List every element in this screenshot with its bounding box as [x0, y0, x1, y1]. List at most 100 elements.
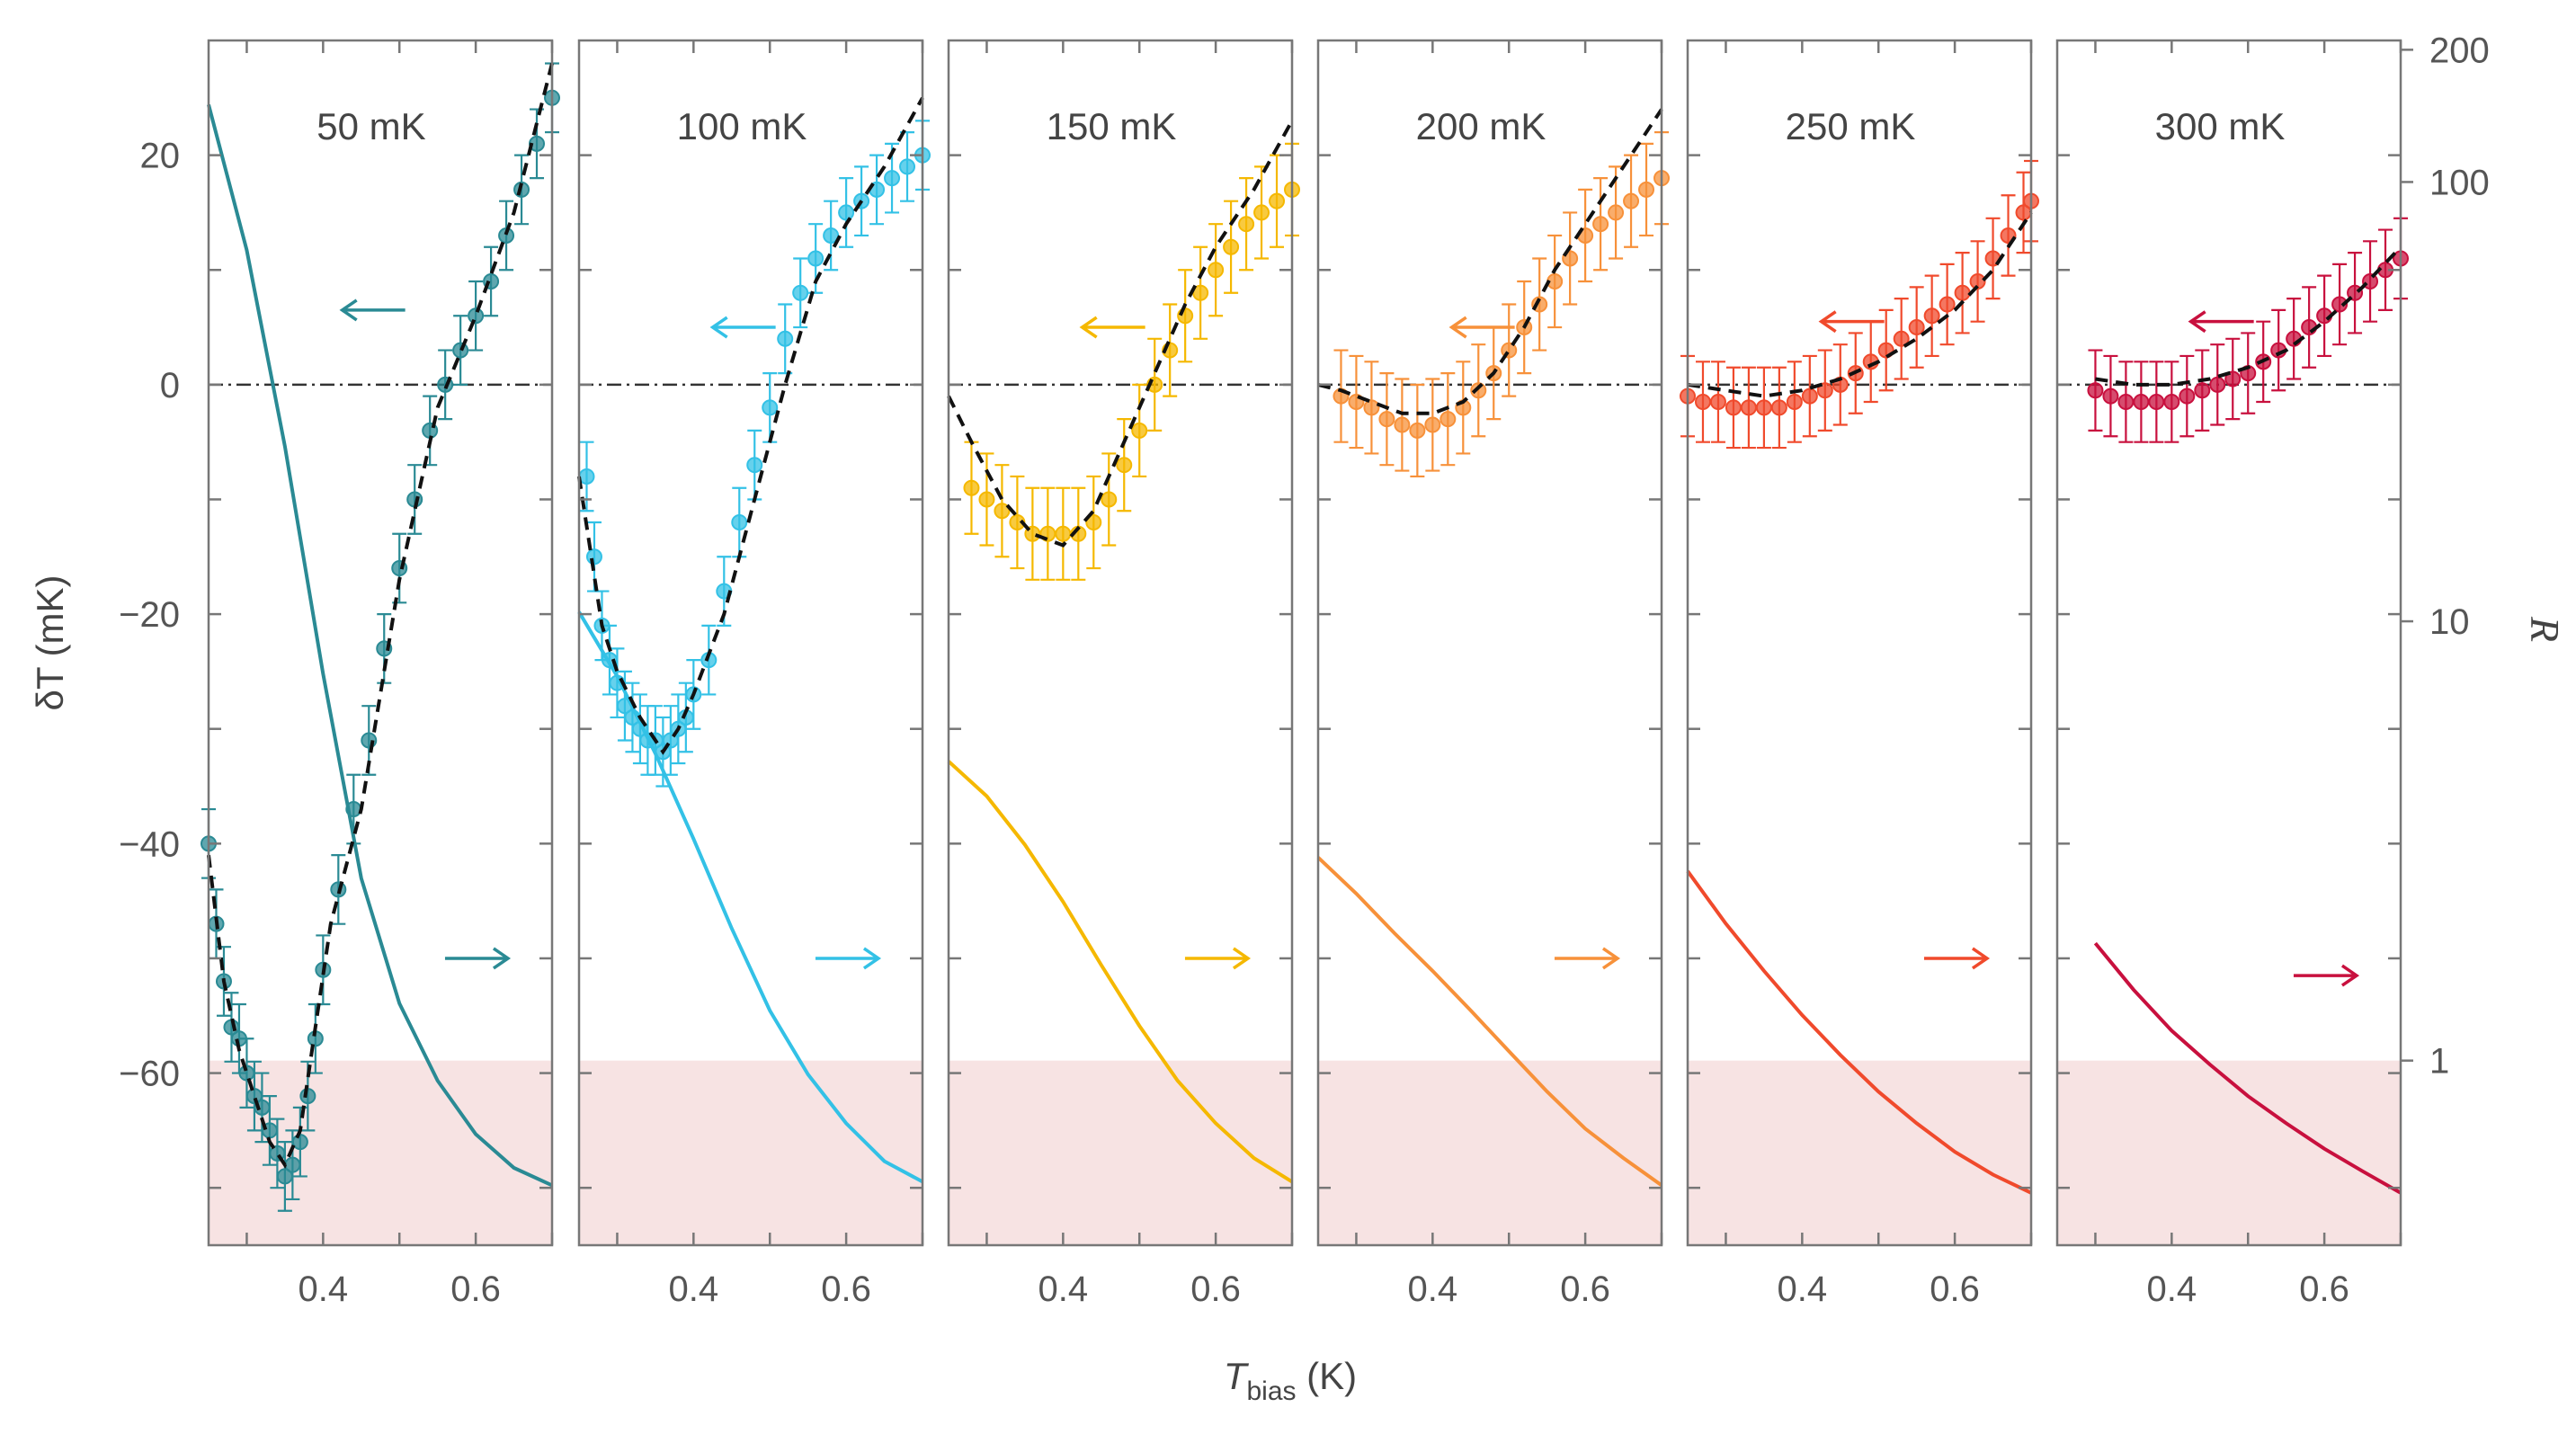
data-point — [1638, 181, 1655, 198]
data-point — [1116, 457, 1133, 474]
x-tick-label: 0.6 — [821, 1269, 871, 1309]
left-arrow-head — [709, 316, 728, 339]
y-left-tick-label: −60 — [119, 1055, 180, 1094]
data-point — [1470, 382, 1487, 399]
data-point — [838, 204, 855, 221]
data-point — [963, 479, 980, 496]
shaded-region — [579, 1060, 923, 1245]
fit-line — [947, 120, 1294, 548]
x-tick-label: 0.4 — [669, 1269, 719, 1309]
data-point — [452, 342, 469, 359]
panel-frame — [577, 39, 924, 1247]
r-curve — [207, 103, 553, 1188]
x-tick-label: 0.6 — [1190, 1269, 1241, 1309]
data-point — [1725, 399, 1742, 416]
x-axis-label-unit: (K) — [1297, 1355, 1358, 1397]
y-left-tick-label: 20 — [140, 137, 181, 176]
left-arrow-head — [1818, 310, 1837, 334]
data-point — [2163, 394, 2180, 410]
data-point — [1378, 411, 1395, 428]
data-point — [1363, 399, 1380, 416]
x-axis-label: Tbias (K) — [1224, 1355, 1357, 1406]
data-point — [1208, 262, 1225, 279]
panel-6: 0.4 0.6 300 mK — [2055, 39, 2409, 1309]
data-point — [2224, 370, 2242, 387]
left-arrow-head — [2188, 310, 2206, 334]
data-point — [1101, 491, 1118, 508]
right-axis-arrow — [1554, 947, 1621, 970]
data-point — [1770, 399, 1787, 416]
data-point — [2117, 394, 2135, 410]
data-point — [978, 491, 995, 508]
data-point — [1409, 422, 1426, 439]
right-arrow-head — [1232, 947, 1252, 970]
fit-line — [1687, 211, 2033, 398]
panel-1: 0.4 0.6 50 mK — [201, 39, 560, 1309]
data-point — [276, 1168, 293, 1185]
data-point — [1424, 416, 1441, 433]
data-point — [1923, 307, 1940, 325]
panel-frame — [207, 39, 554, 1247]
data-point — [1238, 216, 1255, 233]
panel-frame — [947, 39, 1294, 1247]
data-point — [2148, 394, 2165, 410]
x-tick-label: 0.4 — [1778, 1269, 1828, 1309]
data-point — [1954, 284, 1971, 301]
right-arrow-head — [1971, 947, 1991, 970]
data-point — [1939, 296, 1956, 313]
x-tick-label: 0.4 — [1408, 1269, 1458, 1309]
r-curve — [1686, 869, 2032, 1195]
left-axis-arrow — [2188, 310, 2254, 334]
data-point — [1801, 387, 1818, 405]
panel-title: 150 mK — [1047, 105, 1177, 147]
x-tick-label: 0.4 — [2147, 1269, 2197, 1309]
right-axis-arrow — [1184, 947, 1252, 970]
data-point — [2087, 382, 2104, 399]
data-point — [762, 399, 779, 416]
left-arrow-head — [1079, 316, 1098, 339]
right-arrow-head — [492, 947, 512, 970]
right-axis-arrow — [444, 947, 512, 970]
data-point — [1623, 192, 1640, 209]
data-point — [1055, 525, 1072, 542]
data-point — [245, 1088, 263, 1105]
data-point — [238, 1064, 255, 1082]
data-point — [1131, 422, 1148, 439]
right-axis-arrow — [2293, 964, 2360, 987]
data-point — [1816, 382, 1833, 399]
panel-frame — [1686, 39, 2033, 1247]
y-left-tick-label: −20 — [119, 595, 180, 635]
data-point — [284, 1156, 301, 1173]
left-arrow-head — [339, 298, 358, 322]
panel-title: 100 mK — [677, 105, 807, 147]
x-tick-label: 0.6 — [2299, 1269, 2349, 1309]
data-point — [1608, 204, 1625, 221]
x-tick-label: 0.4 — [299, 1269, 349, 1309]
shaded-region — [1688, 1060, 2031, 1245]
right-axis-arrow — [1923, 947, 1991, 970]
data-point — [777, 330, 794, 347]
data-point — [1223, 238, 1240, 255]
left-axis-arrow — [1079, 316, 1145, 339]
right-arrow-head — [862, 947, 882, 970]
x-axis-label-main: T — [1224, 1355, 1250, 1397]
y-left-tick-label: 0 — [160, 366, 180, 405]
x-tick-label: 0.6 — [450, 1269, 501, 1309]
data-point — [1893, 330, 1910, 347]
data-point — [1440, 411, 1457, 428]
panel-title: 50 mK — [316, 105, 425, 147]
panel-title: 200 mK — [1416, 105, 1546, 147]
r-curve — [1316, 856, 1663, 1188]
data-point — [1755, 399, 1772, 416]
data-point — [1694, 394, 1711, 410]
right-axis-arrow — [815, 947, 882, 970]
data-point — [2209, 376, 2226, 393]
data-point — [529, 135, 546, 152]
data-point — [2194, 382, 2211, 399]
panel-frame — [2055, 39, 2402, 1247]
y-right-tick-label: 200 — [2429, 31, 2490, 70]
data-point — [2102, 387, 2119, 405]
